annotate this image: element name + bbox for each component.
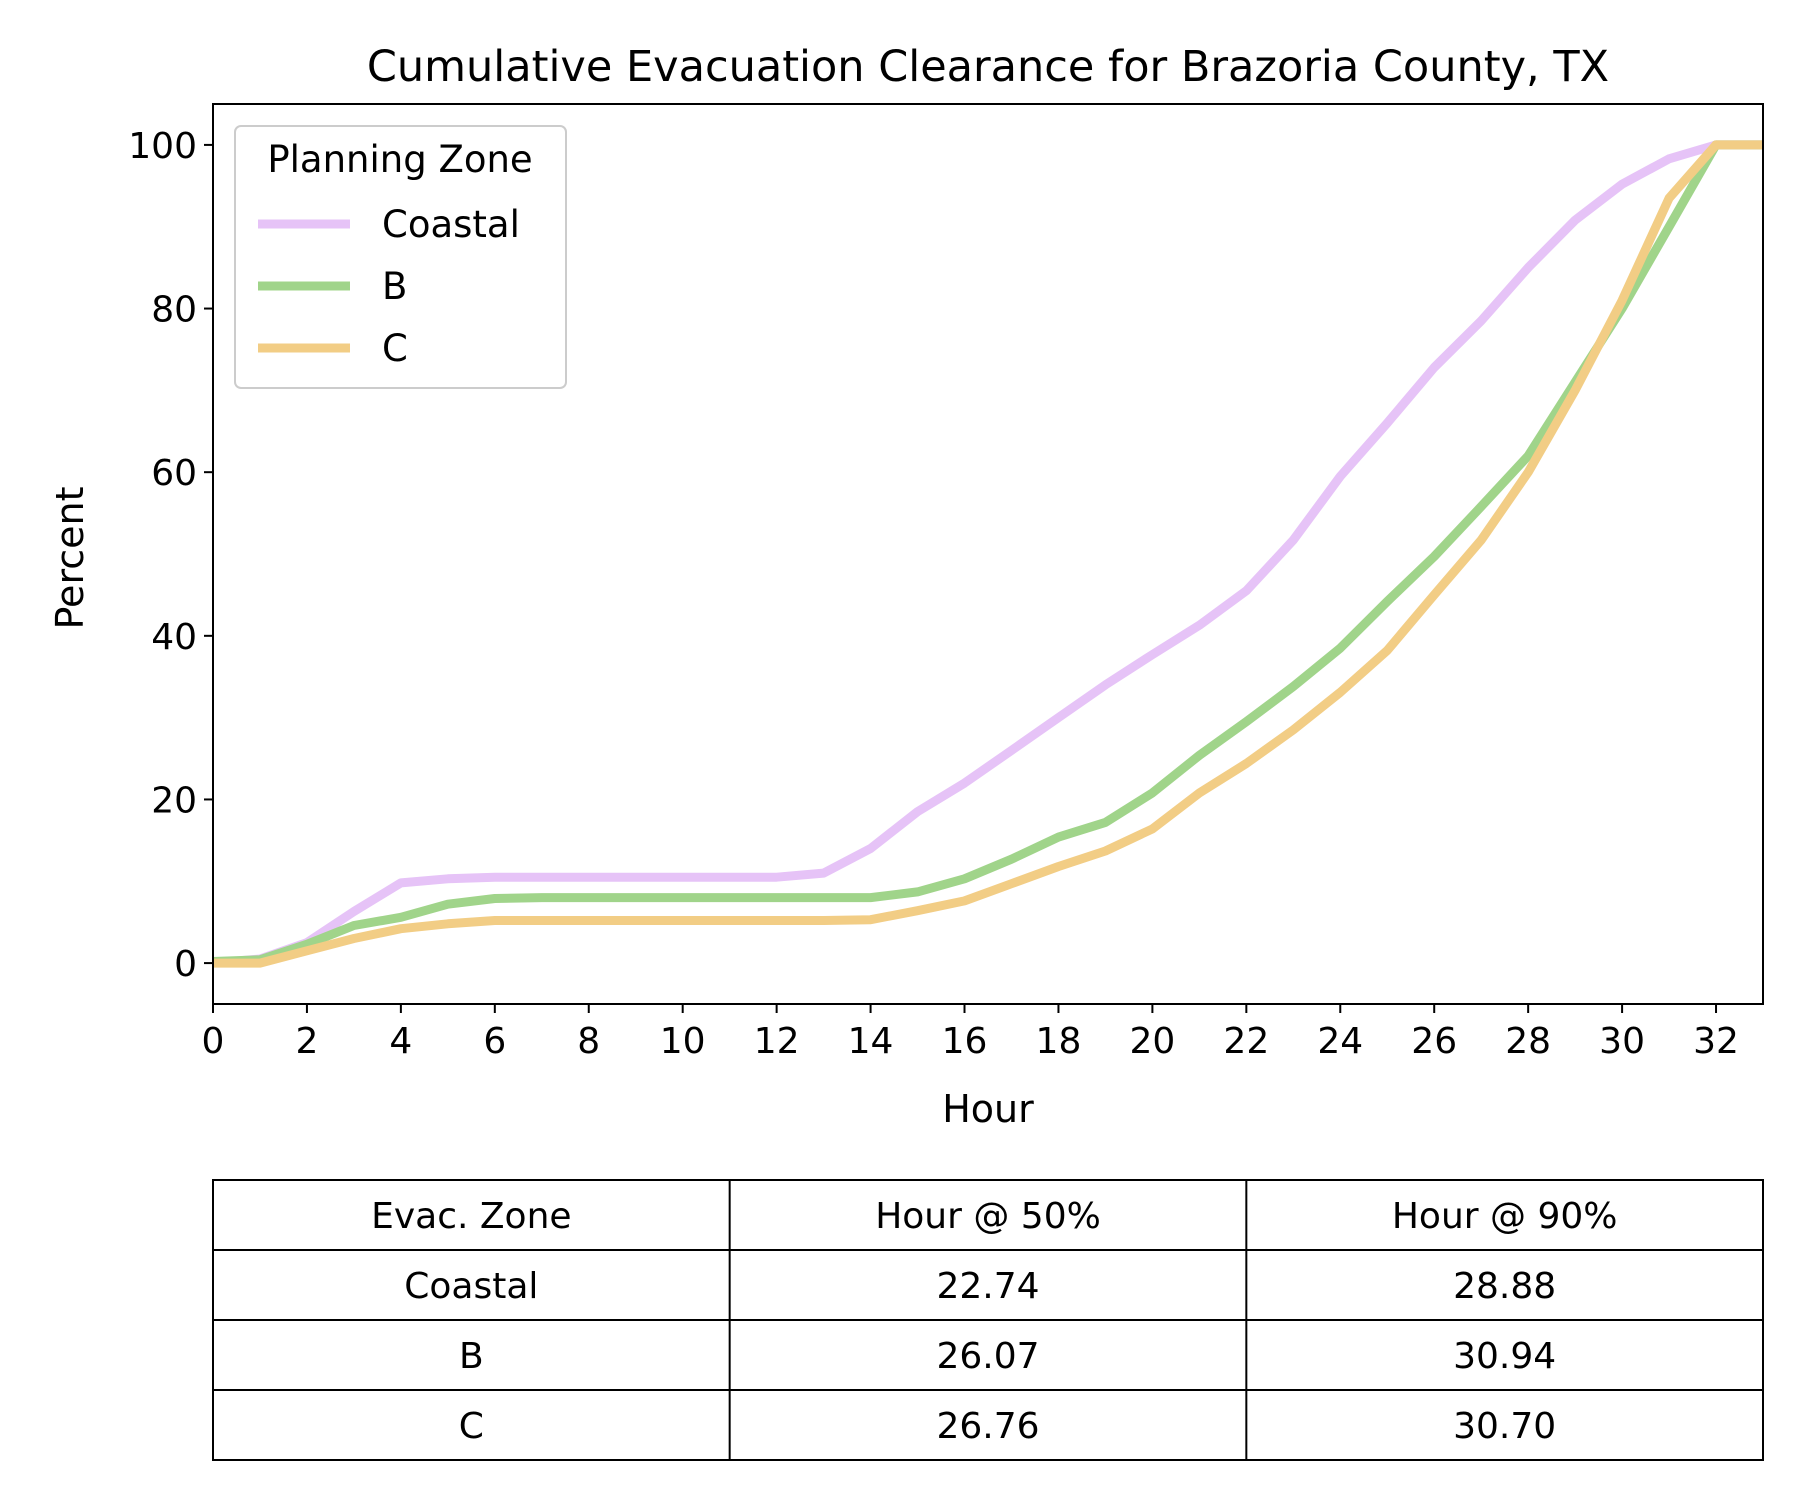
table-cell: 28.88: [1453, 1266, 1556, 1307]
series-line-c: [213, 140, 1763, 968]
table-header-cell: Hour @ 90%: [1392, 1196, 1618, 1237]
series-lines: [212, 140, 1763, 968]
x-tick-label: 28: [1505, 1021, 1551, 1062]
x-tick-label: 14: [848, 1021, 894, 1062]
y-tick-label: 0: [174, 944, 197, 985]
chart-title: Cumulative Evacuation Clearance for Braz…: [367, 42, 1609, 92]
data-table: Evac. Zone Hour @ 50% Hour @ 90% Coastal 22.…: [212, 1179, 1764, 1461]
y-tick-label: 100: [128, 126, 197, 167]
x-axis-label: Hour: [942, 1087, 1034, 1131]
legend-label-coastal: Coastal: [382, 203, 520, 246]
y-axis-ticks: 0 20 40 60 80 100: [128, 126, 213, 985]
x-tick-label: 16: [942, 1021, 988, 1062]
legend-box: [234, 125, 567, 389]
table-cell: 26.07: [936, 1336, 1039, 1377]
x-tick-label: 0: [202, 1021, 225, 1062]
table-header-cell: Evac. Zone: [371, 1196, 571, 1237]
table-cell: B: [459, 1336, 484, 1377]
y-tick-label: 40: [151, 617, 197, 658]
x-tick-label: 8: [577, 1021, 600, 1062]
table-header-cell: Hour @ 50%: [875, 1196, 1101, 1237]
legend-title: Planning Zone: [267, 138, 532, 181]
x-tick-label: 24: [1317, 1021, 1363, 1062]
x-tick-label: 12: [754, 1021, 800, 1062]
legend-label-c: C: [382, 327, 408, 370]
x-axis-ticks: 0 2 4 6 8 10 12 14 16 18 20 22 24 26 28 30 32: [202, 1004, 1739, 1062]
y-tick-label: 20: [151, 780, 197, 821]
plot-frame: [212, 103, 1764, 1005]
x-tick-label: 6: [483, 1021, 506, 1062]
series-line-b: [212, 140, 1763, 966]
x-tick-label: 18: [1036, 1021, 1082, 1062]
legend: Planning Zone Coastal BC: [234, 125, 567, 389]
table-cell: C: [459, 1406, 484, 1447]
legend-entries: Coastal BC: [258, 203, 520, 370]
x-tick-label: 20: [1129, 1021, 1175, 1062]
legend-label-b: B: [382, 265, 407, 308]
x-tick-label: 10: [660, 1021, 706, 1062]
table-cell: 30.94: [1453, 1336, 1556, 1377]
x-tick-label: 2: [295, 1021, 318, 1062]
x-tick-label: 30: [1599, 1021, 1645, 1062]
table-cell: 22.74: [936, 1266, 1039, 1307]
table-cell: 26.76: [936, 1406, 1039, 1447]
y-tick-label: 60: [151, 453, 197, 494]
table-cell: 30.70: [1453, 1406, 1556, 1447]
y-tick-label: 80: [151, 290, 197, 331]
x-tick-label: 26: [1411, 1021, 1457, 1062]
y-axis-label: Percent: [48, 487, 92, 630]
table-cell: Coastal: [404, 1266, 538, 1307]
x-tick-label: 22: [1223, 1021, 1269, 1062]
x-tick-label: 4: [389, 1021, 412, 1062]
x-tick-label: 32: [1693, 1021, 1739, 1062]
series-line-coastal: [212, 140, 1763, 968]
